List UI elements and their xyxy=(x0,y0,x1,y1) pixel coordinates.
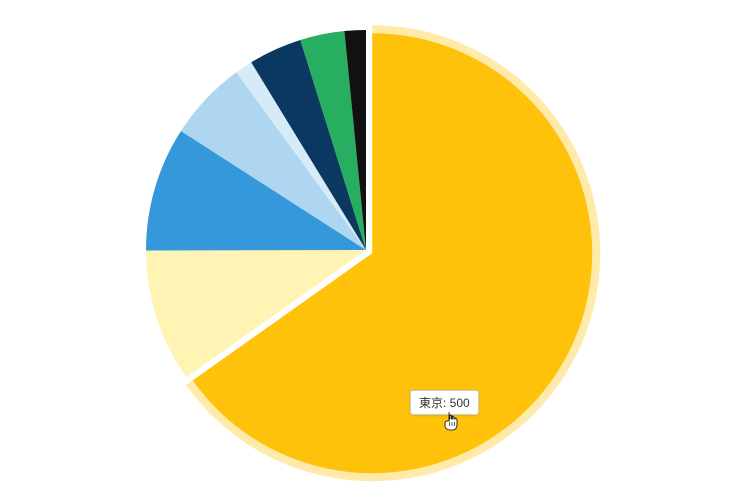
pie-chart-container: 東京: 500 xyxy=(0,0,750,500)
pie-chart[interactable] xyxy=(0,0,750,500)
